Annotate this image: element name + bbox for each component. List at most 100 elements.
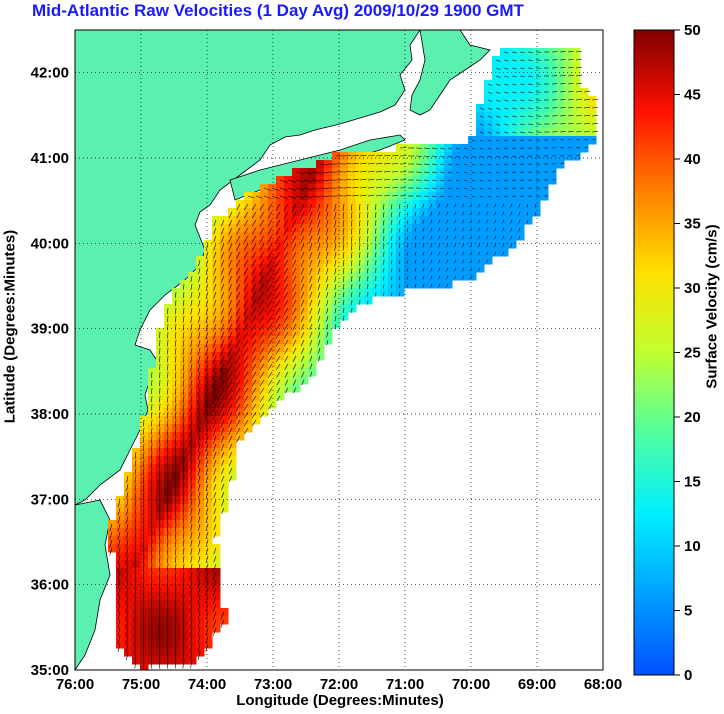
velocity-cell	[316, 264, 325, 273]
velocity-arrow	[367, 162, 375, 165]
velocity-cell	[484, 248, 493, 257]
velocity-cell	[324, 304, 333, 313]
velocity-arrow	[487, 195, 492, 198]
velocity-arrow	[267, 347, 273, 355]
velocity-cell	[196, 440, 205, 449]
velocity-cell	[204, 560, 213, 569]
velocity-arrow	[399, 291, 401, 296]
velocity-arrow	[559, 83, 566, 85]
velocity-cell	[220, 280, 229, 289]
velocity-arrow	[205, 315, 209, 323]
velocity-arrow	[159, 603, 161, 613]
velocity-cell	[196, 424, 205, 433]
velocity-arrow	[485, 251, 489, 256]
velocity-arrow	[423, 187, 429, 189]
velocity-cell	[236, 216, 245, 225]
velocity-arrow	[303, 195, 313, 199]
velocity-cell	[196, 448, 205, 457]
velocity-arrow	[399, 275, 401, 280]
velocity-cell	[244, 424, 253, 433]
velocity-cell	[436, 280, 445, 289]
velocity-cell	[284, 256, 293, 265]
velocity-cell	[196, 304, 205, 313]
velocity-arrow	[519, 99, 525, 102]
velocity-arrow	[126, 611, 129, 621]
velocity-arrow	[503, 139, 508, 142]
velocity-cell	[284, 360, 293, 369]
velocity-arrow	[445, 251, 449, 256]
velocity-arrow	[182, 483, 185, 493]
velocity-arrow	[243, 355, 249, 364]
velocity-arrow	[526, 219, 529, 224]
velocity-cell	[308, 312, 317, 321]
velocity-arrow	[235, 387, 241, 396]
velocity-arrow	[251, 347, 257, 355]
velocity-arrow	[251, 355, 257, 363]
velocity-arrow	[167, 563, 169, 572]
velocity-arrow	[220, 291, 225, 299]
velocity-arrow	[190, 563, 193, 571]
velocity-arrow	[493, 227, 497, 232]
velocity-arrow	[198, 547, 201, 555]
velocity-arrow	[235, 355, 241, 364]
velocity-arrow	[197, 363, 201, 372]
velocity-arrow	[167, 579, 169, 589]
velocity-cell	[260, 200, 269, 209]
velocity-arrow	[227, 395, 233, 404]
velocity-cell	[476, 208, 485, 217]
velocity-arrow	[126, 603, 129, 613]
velocity-cell	[236, 288, 245, 297]
velocity-arrow	[334, 259, 337, 267]
velocity-cell	[196, 432, 205, 441]
velocity-cell	[220, 248, 229, 257]
velocity-arrow	[463, 163, 468, 166]
velocity-cell	[436, 200, 445, 209]
velocity-cell	[316, 240, 325, 249]
colorbar-tick-label: 5	[684, 603, 692, 620]
velocity-arrow	[292, 315, 297, 323]
velocity-cell	[436, 224, 445, 233]
velocity-arrow	[438, 259, 441, 264]
velocity-arrow	[259, 275, 265, 284]
velocity-arrow	[503, 187, 508, 190]
velocity-arrow	[351, 186, 359, 189]
velocity-arrow	[174, 395, 177, 404]
velocity-arrow	[301, 347, 305, 354]
velocity-arrow	[198, 499, 201, 508]
velocity-arrow	[559, 51, 566, 53]
velocity-cell	[228, 288, 237, 297]
velocity-cell	[236, 312, 245, 321]
velocity-cell	[220, 448, 229, 457]
velocity-arrow	[151, 411, 153, 419]
velocity-arrow	[511, 171, 516, 174]
velocity-arrow	[197, 491, 201, 500]
velocity-arrow	[197, 355, 201, 364]
velocity-arrow	[182, 443, 185, 453]
velocity-cell	[212, 232, 221, 241]
velocity-arrow	[159, 555, 161, 564]
velocity-arrow	[311, 187, 321, 190]
velocity-arrow	[235, 315, 241, 324]
velocity-cell	[212, 456, 221, 465]
velocity-arrow	[391, 219, 393, 225]
velocity-arrow	[575, 74, 583, 77]
velocity-arrow	[228, 419, 233, 428]
velocity-arrow	[275, 323, 281, 331]
velocity-arrow	[167, 315, 169, 323]
velocity-arrow	[174, 539, 177, 548]
velocity-arrow	[430, 275, 433, 280]
velocity-arrow	[220, 355, 225, 364]
velocity-arrow	[351, 283, 353, 290]
velocity-arrow	[142, 467, 145, 476]
velocity-cell	[324, 312, 333, 321]
velocity-arrow	[198, 275, 201, 283]
velocity-cell	[196, 568, 205, 577]
velocity-arrow	[220, 427, 225, 436]
velocity-cell	[428, 224, 437, 233]
velocity-arrow	[167, 347, 169, 355]
velocity-cell	[196, 400, 205, 409]
velocity-arrow	[326, 307, 329, 314]
velocity-arrow	[205, 467, 209, 476]
velocity-arrow	[479, 171, 484, 174]
velocity-arrow	[477, 203, 481, 208]
